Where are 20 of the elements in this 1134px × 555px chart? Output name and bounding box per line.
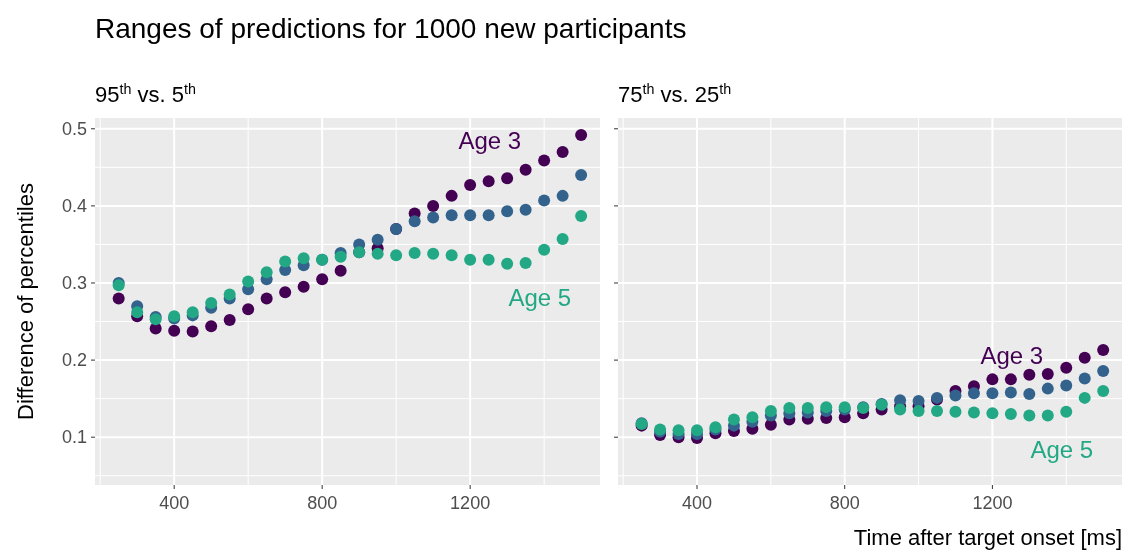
y-tick-label: 0.5 — [61, 119, 87, 140]
series-label: Age 5 — [1030, 435, 1094, 463]
chart-title: Ranges of predictions for 1000 new participants — [95, 13, 687, 44]
x-tick-label: 400 — [159, 493, 190, 513]
x-tick-label: 400 — [681, 493, 713, 513]
series-label: Age 5 — [508, 283, 572, 311]
y-tick-label: 0.2 — [61, 350, 87, 371]
y-axis-title: Difference of percentiles — [13, 183, 38, 420]
x-tick-label: 1200 — [972, 493, 1013, 513]
series-label: Age 3 — [458, 126, 522, 154]
x-tick-label: 800 — [307, 493, 338, 513]
chart-subtitle: 95$^{th}$ vs. 5$^{th}$ — [95, 81, 196, 107]
y-tick-label: 0.3 — [61, 273, 87, 294]
series-label: Age 3 — [980, 342, 1044, 370]
x-axis-title: Time after target onset [ms] — [853, 525, 1122, 550]
x-tick-label: 800 — [829, 493, 860, 513]
chart-subtitle: 75$^{th}$ vs. 25$^{th}$ — [618, 81, 732, 107]
y-tick-label: 0.1 — [61, 427, 87, 448]
x-tick-label: 1200 — [450, 493, 491, 513]
y-tick-label: 0.4 — [61, 196, 87, 217]
